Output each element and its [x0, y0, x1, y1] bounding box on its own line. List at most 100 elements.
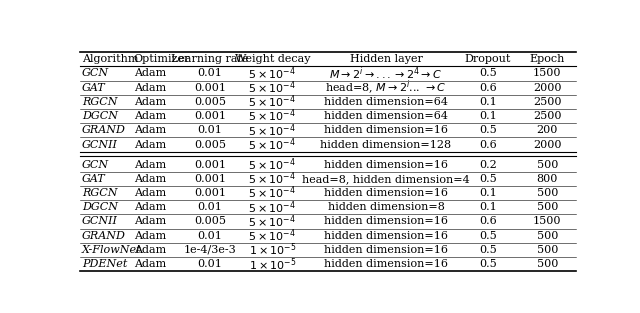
Text: 0.5: 0.5: [479, 125, 497, 135]
Text: 0.001: 0.001: [194, 83, 226, 93]
Text: 1500: 1500: [533, 68, 561, 78]
Text: 0.001: 0.001: [194, 188, 226, 198]
Text: Adam: Adam: [134, 83, 166, 93]
Text: hidden dimension=16: hidden dimension=16: [324, 160, 448, 170]
Text: Adam: Adam: [134, 68, 166, 78]
Text: 500: 500: [536, 259, 558, 269]
Text: head=8, hidden dimension=4: head=8, hidden dimension=4: [302, 174, 470, 184]
Text: 0.005: 0.005: [194, 140, 226, 150]
Text: $5 \times 10^{-4}$: $5 \times 10^{-4}$: [248, 171, 296, 187]
Text: hidden dimension=16: hidden dimension=16: [324, 259, 448, 269]
Text: Optimizer: Optimizer: [134, 54, 190, 64]
Text: Adam: Adam: [134, 202, 166, 212]
Text: 2000: 2000: [533, 83, 561, 93]
Text: RGCN: RGCN: [82, 97, 118, 107]
Text: 0.01: 0.01: [198, 202, 222, 212]
Text: $1 \times 10^{-5}$: $1 \times 10^{-5}$: [248, 256, 296, 273]
Text: Adam: Adam: [134, 97, 166, 107]
Text: DGCN: DGCN: [82, 202, 118, 212]
Text: GAT: GAT: [82, 174, 106, 184]
Text: 0.5: 0.5: [479, 245, 497, 255]
Text: 2000: 2000: [533, 140, 561, 150]
Text: $5 \times 10^{-4}$: $5 \times 10^{-4}$: [248, 185, 296, 201]
Text: 0.1: 0.1: [479, 111, 497, 121]
Text: 0.5: 0.5: [479, 68, 497, 78]
Text: 500: 500: [536, 188, 558, 198]
Text: 0.5: 0.5: [479, 231, 497, 241]
Text: Adam: Adam: [134, 160, 166, 170]
Text: 0.005: 0.005: [194, 97, 226, 107]
Text: Learning rate: Learning rate: [172, 54, 249, 64]
Text: 0.1: 0.1: [479, 202, 497, 212]
Text: hidden dimension=16: hidden dimension=16: [324, 245, 448, 255]
Text: GCN: GCN: [82, 68, 109, 78]
Text: DGCN: DGCN: [82, 111, 118, 121]
Text: 0.1: 0.1: [479, 97, 497, 107]
Text: GAT: GAT: [82, 83, 106, 93]
Text: Adam: Adam: [134, 231, 166, 241]
Text: X-FlowNet: X-FlowNet: [82, 245, 141, 255]
Text: RGCN: RGCN: [82, 188, 118, 198]
Text: Adam: Adam: [134, 140, 166, 150]
Text: 200: 200: [536, 125, 558, 135]
Text: 800: 800: [536, 174, 558, 184]
Text: PDENet: PDENet: [82, 259, 127, 269]
Text: $5 \times 10^{-4}$: $5 \times 10^{-4}$: [248, 136, 296, 153]
Text: 0.005: 0.005: [194, 217, 226, 227]
Text: 1500: 1500: [533, 217, 561, 227]
Text: 2500: 2500: [533, 97, 561, 107]
Text: hidden dimension=64: hidden dimension=64: [324, 111, 448, 121]
Text: $5 \times 10^{-4}$: $5 \times 10^{-4}$: [248, 199, 296, 216]
Text: 0.001: 0.001: [194, 160, 226, 170]
Text: head=8, $M \rightarrow 2^i$... $\rightarrow C$: head=8, $M \rightarrow 2^i$... $\rightar…: [325, 79, 447, 97]
Text: $1 \times 10^{-5}$: $1 \times 10^{-5}$: [248, 242, 296, 258]
Text: $5 \times 10^{-4}$: $5 \times 10^{-4}$: [248, 228, 296, 244]
Text: $5 \times 10^{-4}$: $5 \times 10^{-4}$: [248, 122, 296, 139]
Text: GCNII: GCNII: [82, 217, 118, 227]
Text: hidden dimension=16: hidden dimension=16: [324, 217, 448, 227]
Text: Adam: Adam: [134, 111, 166, 121]
Text: 0.001: 0.001: [194, 111, 226, 121]
Text: 0.01: 0.01: [198, 231, 222, 241]
Text: 0.1: 0.1: [479, 188, 497, 198]
Text: 0.001: 0.001: [194, 174, 226, 184]
Text: 0.01: 0.01: [198, 125, 222, 135]
Text: 0.5: 0.5: [479, 174, 497, 184]
Text: $M \rightarrow 2^i \rightarrow ... \rightarrow 2^4 \rightarrow C$: $M \rightarrow 2^i \rightarrow ... \righ…: [330, 65, 443, 82]
Text: hidden dimension=16: hidden dimension=16: [324, 188, 448, 198]
Text: GRAND: GRAND: [82, 231, 126, 241]
Text: GCN: GCN: [82, 160, 109, 170]
Text: 0.6: 0.6: [479, 83, 497, 93]
Text: Weight decay: Weight decay: [235, 54, 310, 64]
Text: 0.5: 0.5: [479, 259, 497, 269]
Text: $5 \times 10^{-4}$: $5 \times 10^{-4}$: [248, 213, 296, 230]
Text: 500: 500: [536, 231, 558, 241]
Text: 0.6: 0.6: [479, 217, 497, 227]
Text: $5 \times 10^{-4}$: $5 \times 10^{-4}$: [248, 108, 296, 124]
Text: $5 \times 10^{-4}$: $5 \times 10^{-4}$: [248, 79, 296, 96]
Text: Algorithm: Algorithm: [82, 54, 138, 64]
Text: 500: 500: [536, 160, 558, 170]
Text: $5 \times 10^{-4}$: $5 \times 10^{-4}$: [248, 156, 296, 173]
Text: hidden dimension=8: hidden dimension=8: [328, 202, 444, 212]
Text: 1e-4/3e-3: 1e-4/3e-3: [184, 245, 236, 255]
Text: Dropout: Dropout: [465, 54, 511, 64]
Text: Adam: Adam: [134, 188, 166, 198]
Text: hidden dimension=16: hidden dimension=16: [324, 231, 448, 241]
Text: 2500: 2500: [533, 111, 561, 121]
Text: $5 \times 10^{-4}$: $5 \times 10^{-4}$: [248, 94, 296, 110]
Text: Hidden layer: Hidden layer: [349, 54, 422, 64]
Text: 0.01: 0.01: [198, 259, 222, 269]
Text: hidden dimension=128: hidden dimension=128: [321, 140, 452, 150]
Text: GRAND: GRAND: [82, 125, 126, 135]
Text: Adam: Adam: [134, 125, 166, 135]
Text: Adam: Adam: [134, 217, 166, 227]
Text: 500: 500: [536, 245, 558, 255]
Text: Adam: Adam: [134, 174, 166, 184]
Text: GCNII: GCNII: [82, 140, 118, 150]
Text: 0.2: 0.2: [479, 160, 497, 170]
Text: 500: 500: [536, 202, 558, 212]
Text: $5 \times 10^{-4}$: $5 \times 10^{-4}$: [248, 65, 296, 82]
Text: Adam: Adam: [134, 245, 166, 255]
Text: hidden dimension=16: hidden dimension=16: [324, 125, 448, 135]
